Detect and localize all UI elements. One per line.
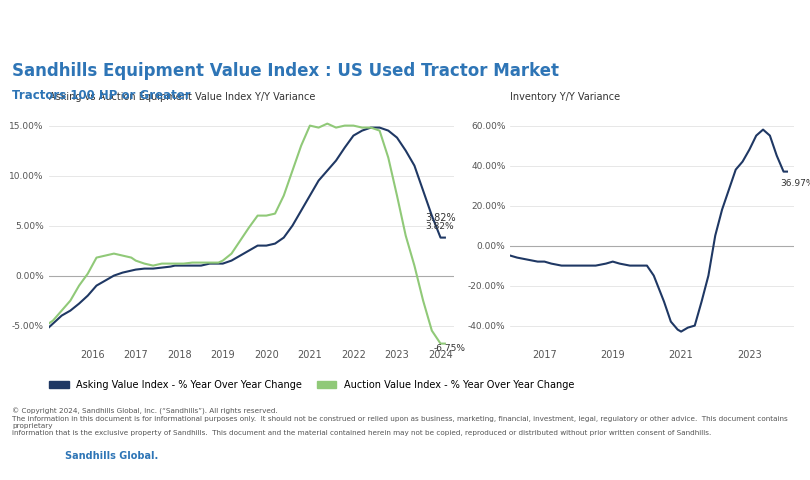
Text: 3.82%: 3.82%	[425, 213, 456, 223]
Text: Sandhills Global.: Sandhills Global.	[65, 451, 158, 461]
Text: Inventory Y/Y Variance: Inventory Y/Y Variance	[510, 92, 620, 102]
Text: Tractors 100 HP or Greater: Tractors 100 HP or Greater	[12, 89, 191, 102]
Text: Sandhills Equipment Value Index : US Used Tractor Market: Sandhills Equipment Value Index : US Use…	[12, 62, 559, 80]
Text: © Copyright 2024, Sandhills Global, Inc. (“Sandhills”). All rights reserved.
The: © Copyright 2024, Sandhills Global, Inc.…	[12, 408, 788, 436]
Text: 36.97%: 36.97%	[780, 179, 810, 188]
Legend: Asking Value Index - % Year Over Year Change, Auction Value Index - % Year Over : Asking Value Index - % Year Over Year Ch…	[45, 376, 578, 394]
Text: Asking vs Auction Equipment Value Index Y/Y Variance: Asking vs Auction Equipment Value Index …	[49, 92, 315, 102]
Text: 3.82%: 3.82%	[425, 222, 454, 230]
Text: -6.75%: -6.75%	[434, 344, 466, 353]
